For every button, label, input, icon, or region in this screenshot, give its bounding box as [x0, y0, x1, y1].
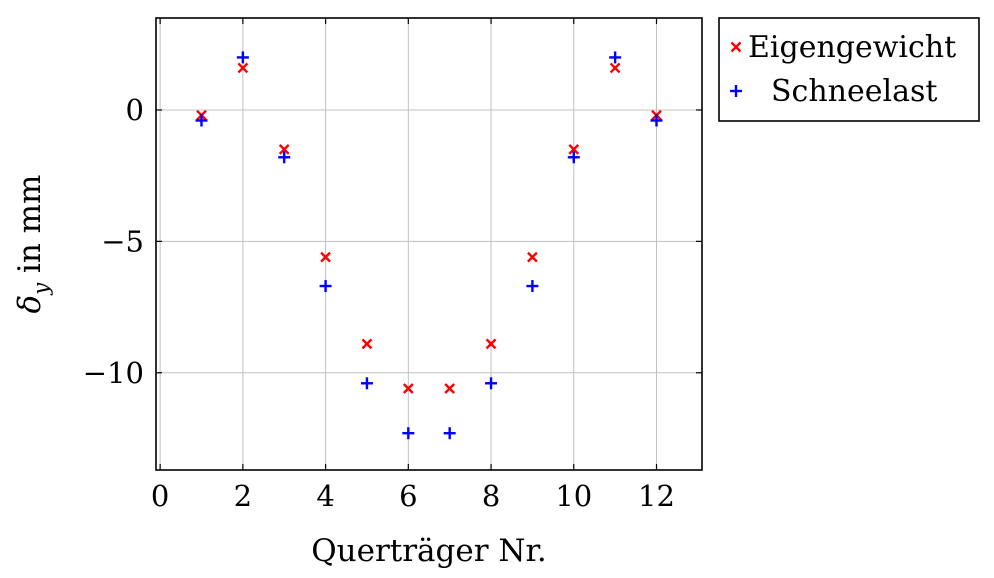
- x-tick-label: 12: [638, 479, 675, 513]
- data-point-eigengewicht: [402, 383, 414, 394]
- y-axis-label-subscript: y: [29, 282, 53, 296]
- legend-symbol-eigengewicht: [730, 41, 742, 53]
- y-tick-label: −10: [83, 356, 144, 390]
- data-point-eigengewicht: [278, 144, 290, 155]
- legend-label-schneelast: Schneelast: [771, 74, 937, 109]
- data-point-eigengewicht: [361, 338, 373, 350]
- x-tick-label: 4: [316, 479, 334, 513]
- legend-marker-schneelast: [730, 85, 742, 97]
- data-point-eigengewicht: [568, 144, 580, 155]
- data-point-schneelast: [236, 51, 249, 64]
- data-point-schneelast: [485, 377, 498, 390]
- marker-stroke: [361, 338, 373, 350]
- data-point-schneelast: [443, 427, 456, 440]
- data-point-schneelast: [609, 51, 622, 64]
- x-tick-label: 2: [234, 479, 252, 513]
- data-point-eigengewicht: [444, 383, 456, 394]
- data-point-schneelast: [360, 377, 373, 390]
- marker-stroke: [237, 62, 249, 74]
- legend-label-eigengewicht: Eigengewicht: [748, 30, 956, 65]
- legend: Eigengewicht Schneelast: [718, 17, 980, 122]
- data-point-schneelast: [278, 151, 291, 164]
- data-point-schneelast: [650, 114, 663, 127]
- data-point-schneelast: [402, 427, 415, 440]
- axis-ticks: [156, 18, 702, 470]
- y-tick-label: 0: [126, 93, 144, 127]
- x-tick-label: 6: [399, 479, 417, 513]
- x-axis-label: Querträger Nr.: [311, 533, 547, 569]
- data-point-eigengewicht: [609, 62, 621, 74]
- y-tick-label: −5: [101, 224, 144, 258]
- marker-stroke: [444, 383, 456, 394]
- data-point-schneelast: [567, 151, 580, 164]
- data-point-eigengewicht: [237, 62, 249, 74]
- marker-stroke: [402, 383, 414, 394]
- marker-stroke: [730, 41, 742, 53]
- marker-stroke: [527, 251, 538, 263]
- data-marks: [195, 51, 663, 440]
- legend-marker-eigengewicht: [730, 41, 742, 53]
- legend-box: [718, 17, 980, 122]
- marker-stroke: [609, 62, 621, 74]
- legend-symbol-schneelast: [730, 85, 742, 97]
- marker-stroke: [278, 144, 290, 155]
- x-tick-label: 8: [482, 479, 500, 513]
- x-tick-label: 10: [555, 479, 592, 513]
- data-point-schneelast: [526, 280, 539, 293]
- y-axis-label-symbol: δ: [12, 295, 48, 314]
- y-axis-label: δy in mm: [12, 175, 53, 314]
- marker-stroke: [320, 251, 331, 263]
- x-tick-label: 0: [151, 479, 169, 513]
- data-point-schneelast: [195, 114, 208, 127]
- data-point-schneelast: [319, 280, 332, 293]
- tick-labels: 0 2 4 6 8 10 12 0 −5 −10: [83, 93, 675, 513]
- marker-stroke: [568, 144, 580, 155]
- y-axis-label-unit: in mm: [12, 175, 48, 283]
- data-point-eigengewicht: [320, 251, 331, 263]
- plot-area-frame: [155, 17, 703, 471]
- grid-lines: [156, 18, 702, 470]
- data-point-eigengewicht: [485, 338, 497, 350]
- marker-stroke: [485, 338, 497, 350]
- data-point-eigengewicht: [527, 251, 538, 263]
